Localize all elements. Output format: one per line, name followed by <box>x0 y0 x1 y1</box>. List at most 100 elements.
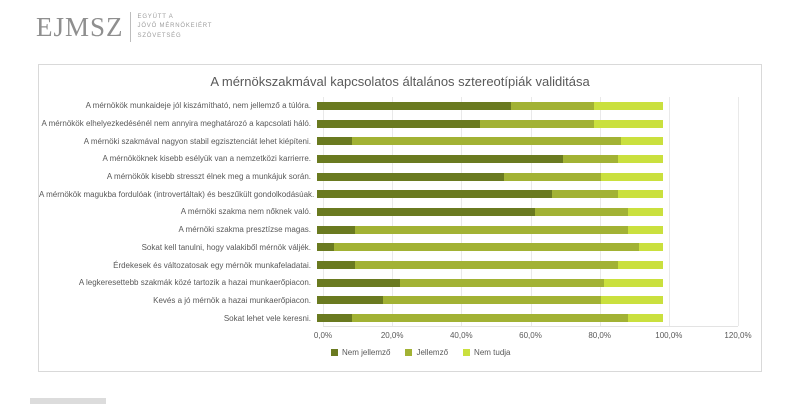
bar-segment-jellemző <box>552 190 618 199</box>
bar-rows: A mérnökök munkaideje jól kiszámítható, … <box>39 97 761 327</box>
bar-segment-jellemző <box>479 119 594 128</box>
bar-segment-jellemző <box>534 207 629 216</box>
bar-track <box>317 207 732 216</box>
bar-row: A mérnöki szakma nem nőknek való. <box>39 203 761 221</box>
legend-entry: Nem tudja <box>463 347 511 357</box>
bar-row: A mérnökök magukba fordulóak (introvertá… <box>39 185 761 203</box>
bar-track <box>317 137 732 146</box>
bar-track <box>317 261 732 270</box>
bar-row: Sokat kell tanulni, hogy valakiből mérnö… <box>39 239 761 257</box>
logo-tagline: Együtt a Jövő Mérnökeiért Szövetség <box>138 13 213 41</box>
logo-divider <box>129 12 131 42</box>
cropped-bottom-element <box>30 398 106 404</box>
bar-row: A mérnöki szakmával nagyon stabil egzisz… <box>39 132 761 150</box>
category-label: A mérnökök elhelyezkedésénél nem annyira… <box>41 119 312 129</box>
bar-segment-jellemző <box>510 101 594 110</box>
bar-segment-jellemző <box>355 225 629 234</box>
bar-row: A legkeresettebb szakmák közé tartozik a… <box>39 274 761 292</box>
bar-row: A mérnökök munkaideje jól kiszámítható, … <box>39 97 761 115</box>
legend-label: Jellemző <box>416 347 449 357</box>
bar-track <box>317 172 732 181</box>
bar-segment-jellemző <box>562 154 618 163</box>
category-label: A mérnökök magukba fordulóak (introvertá… <box>39 189 315 199</box>
category-label: A mérnöki szakma presztízse magas. <box>178 225 312 235</box>
legend-label: Nem tudja <box>474 347 511 357</box>
bar-track <box>317 243 732 252</box>
bar-segment-nem-jellemző <box>317 154 563 163</box>
gridline <box>738 97 739 326</box>
bar-row: Sokat lehet vele keresni. <box>39 309 761 327</box>
bar-segment-jellemző <box>382 296 601 305</box>
bar-segment-nem-tudja <box>628 314 663 323</box>
bar-segment-nem-tudja <box>600 296 663 305</box>
logo-tagline-line: Együtt a <box>137 14 174 21</box>
bar-segment-nem-tudja <box>617 154 663 163</box>
bar-segment-nem-jellemző <box>317 243 335 252</box>
bar-segment-nem-jellemző <box>317 314 352 323</box>
logo-acronym: EJMSZ <box>36 11 124 42</box>
bar-segment-jellemző <box>351 137 622 146</box>
gridline <box>668 97 670 326</box>
bar-segment-nem-tudja <box>638 243 663 252</box>
bar-track <box>317 190 732 199</box>
x-tick-label: 40,0% <box>449 330 473 340</box>
bar-segment-nem-jellemző <box>317 296 383 305</box>
bar-segment-nem-tudja <box>621 137 663 146</box>
bar-track <box>317 278 732 287</box>
bar-segment-nem-tudja <box>593 101 663 110</box>
x-tick-label: 120,0% <box>724 330 752 340</box>
bar-segment-jellemző <box>400 278 605 287</box>
bar-track <box>317 154 732 163</box>
bar-segment-nem-jellemző <box>317 101 511 110</box>
x-tick-label: 20,0% <box>380 330 404 340</box>
bar-track <box>317 314 732 323</box>
category-label: A mérnököknek kisebb esélyük van a nemze… <box>102 154 311 164</box>
bar-track <box>317 119 732 128</box>
category-label: Sokat lehet vele keresni. <box>223 313 311 323</box>
bar-track <box>317 101 732 110</box>
category-label: A mérnöki szakmával nagyon stabil egzisz… <box>83 136 311 146</box>
bar-row: A mérnöki szakma presztízse magas. <box>39 221 761 239</box>
legend-swatch-icon <box>331 348 338 356</box>
chart-legend: Nem jellemző Jellemző Nem tudja <box>331 348 761 357</box>
category-label: Kevés a jó mérnök a hazai munkaerőpiacon… <box>153 295 311 305</box>
legend-swatch-icon <box>405 348 413 356</box>
bar-row: Kevés a jó mérnök a hazai munkaerőpiacon… <box>39 292 761 310</box>
bar-segment-nem-jellemző <box>317 278 400 287</box>
bar-segment-jellemző <box>351 314 629 323</box>
bar-segment-nem-tudja <box>617 190 663 199</box>
x-tick-label: 100,0% <box>655 330 683 340</box>
bar-row: A mérnökök kisebb stresszt élnek meg a m… <box>39 168 761 186</box>
bar-segment-nem-tudja <box>600 172 663 181</box>
bar-segment-nem-jellemző <box>317 137 352 146</box>
bar-segment-nem-tudja <box>593 119 663 128</box>
bar-segment-jellemző <box>355 261 618 270</box>
category-label: Érdekesek és változatosak egy mérnök mun… <box>113 260 311 270</box>
bar-segment-nem-jellemző <box>317 207 535 216</box>
bar-segment-nem-tudja <box>617 261 663 270</box>
bar-row: A mérnökök elhelyezkedésénél nem annyira… <box>39 115 761 133</box>
legend-label: Nem jellemző <box>342 347 391 357</box>
stacked-bar-chart: A mérnökszakmával kapcsolatos általános … <box>38 64 762 372</box>
bar-segment-jellemző <box>503 172 601 181</box>
bar-track <box>317 225 732 234</box>
legend-entry: Nem jellemző <box>331 348 390 357</box>
bar-segment-nem-jellemző <box>317 190 553 199</box>
category-label: Sokat kell tanulni, hogy valakiből mérnö… <box>141 242 311 252</box>
bar-track <box>317 296 732 305</box>
bar-segment-nem-jellemző <box>317 172 504 181</box>
logo-tagline-line: Jövő Mérnökeiért <box>137 23 213 30</box>
bar-segment-nem-jellemző <box>317 119 480 128</box>
x-tick-label: 80,0% <box>588 330 611 340</box>
category-label: A mérnökök munkaideje jól kiszámítható, … <box>85 101 311 111</box>
bar-segment-nem-tudja <box>628 207 663 216</box>
bar-segment-nem-jellemző <box>317 225 356 234</box>
logo-tagline-line: Szövetség <box>137 32 182 39</box>
bar-row: A mérnököknek kisebb esélyük van a nemze… <box>39 150 761 168</box>
x-tick-label: 0,0% <box>313 330 333 340</box>
bar-segment-nem-jellemző <box>317 261 356 270</box>
legend-entry: Jellemző <box>405 348 448 357</box>
bar-row: Érdekesek és változatosak egy mérnök mun… <box>39 256 761 274</box>
bar-segment-jellemző <box>334 243 639 252</box>
plot-area: A mérnökök munkaideje jól kiszámítható, … <box>39 97 761 327</box>
